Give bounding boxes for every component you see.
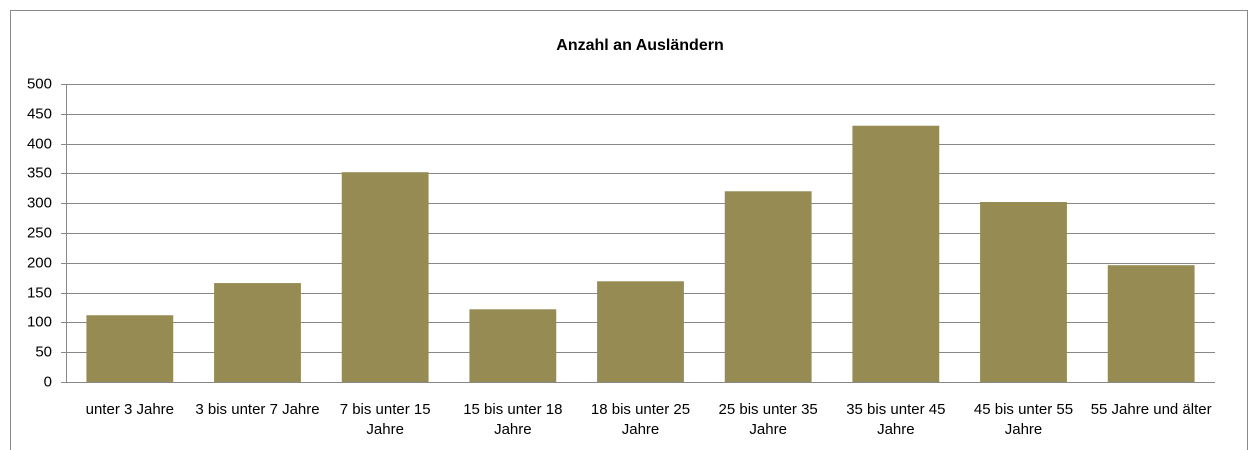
y-tick-label: 450 (27, 105, 52, 122)
y-tick-label: 200 (27, 254, 52, 271)
x-tick-label: 45 bis unter 55 Jahre (973, 401, 1074, 438)
bar (86, 315, 174, 382)
x-tick-label: unter 3 Jahre (85, 401, 175, 418)
bar (724, 191, 812, 382)
y-tick-label: 100 (27, 313, 52, 330)
y-tick-label: 500 (27, 75, 52, 92)
y-tick-label: 50 (35, 343, 52, 360)
bar (214, 283, 301, 382)
chart-title: Anzahl an Ausländern (556, 37, 723, 54)
x-tick-label: 3 bis unter 7 Jahre (195, 401, 320, 418)
y-tick-label: 350 (27, 164, 52, 181)
x-tick-label: 7 bis unter 15 Jahre (339, 401, 431, 438)
y-tick-label: 300 (27, 194, 52, 211)
x-tick-label: 35 bis unter 45 Jahre (846, 401, 946, 438)
bar (1107, 265, 1195, 382)
x-tick-label: 55 Jahre und älter (1090, 401, 1212, 418)
bar (980, 202, 1067, 382)
y-tick-label: 0 (44, 373, 52, 390)
y-tick-label: 400 (27, 135, 52, 152)
y-tick-label: 250 (27, 224, 52, 241)
y-tick-label: 150 (27, 284, 52, 301)
bar (852, 125, 940, 382)
bar (341, 172, 429, 382)
bar (469, 309, 557, 382)
bar (597, 281, 684, 382)
x-tick-label: 15 bis unter 18 Jahre (463, 401, 563, 438)
x-tick-label: 18 bis unter 25 Jahre (590, 401, 691, 438)
x-tick-label: 25 bis unter 35 Jahre (718, 401, 818, 438)
